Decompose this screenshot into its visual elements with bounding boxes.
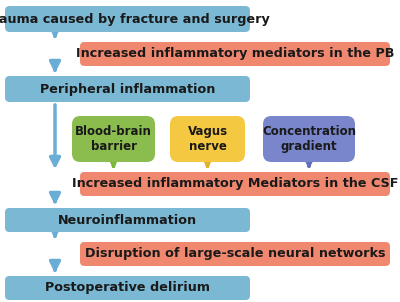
Text: Vagus
nerve: Vagus nerve — [188, 125, 228, 153]
FancyBboxPatch shape — [80, 42, 390, 66]
Text: Blood-brain
barrier: Blood-brain barrier — [75, 125, 152, 153]
FancyBboxPatch shape — [263, 116, 355, 162]
Text: Disruption of large-scale neural networks: Disruption of large-scale neural network… — [85, 248, 385, 261]
FancyBboxPatch shape — [80, 242, 390, 266]
Text: Peripheral inflammation: Peripheral inflammation — [40, 82, 215, 95]
FancyBboxPatch shape — [5, 6, 250, 32]
FancyBboxPatch shape — [72, 116, 155, 162]
FancyBboxPatch shape — [80, 172, 390, 196]
FancyBboxPatch shape — [5, 76, 250, 102]
Text: Postoperative delirium: Postoperative delirium — [45, 281, 210, 294]
Text: Neuroinflammation: Neuroinflammation — [58, 214, 197, 226]
FancyBboxPatch shape — [5, 276, 250, 300]
FancyBboxPatch shape — [170, 116, 245, 162]
FancyBboxPatch shape — [5, 208, 250, 232]
Text: Trauma caused by fracture and surgery: Trauma caused by fracture and surgery — [0, 12, 270, 25]
Text: Concentration
gradient: Concentration gradient — [262, 125, 356, 153]
Text: Increased inflammatory mediators in the PB: Increased inflammatory mediators in the … — [76, 47, 394, 60]
Text: Increased inflammatory Mediators in the CSF: Increased inflammatory Mediators in the … — [72, 178, 398, 191]
